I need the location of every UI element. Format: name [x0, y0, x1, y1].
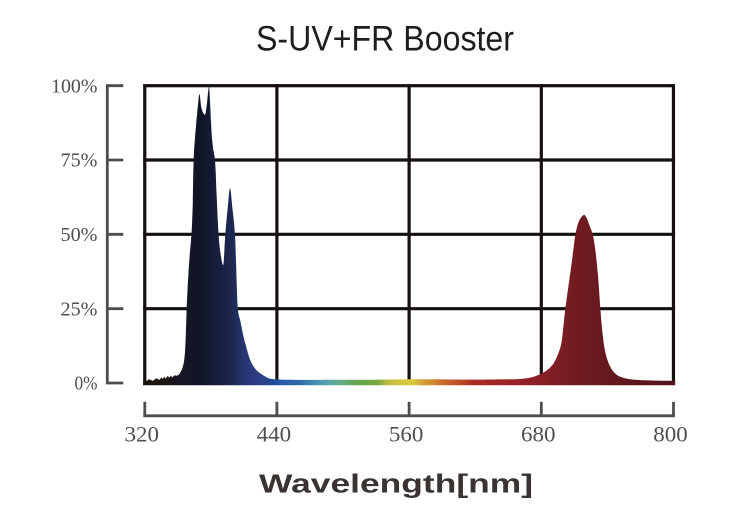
svg-text:0%: 0%	[75, 373, 98, 395]
svg-text:Wavelength[nm]: Wavelength[nm]	[259, 471, 533, 499]
svg-text:560: 560	[389, 422, 424, 447]
svg-text:50%: 50%	[61, 224, 98, 246]
svg-text:25%: 25%	[61, 298, 98, 320]
svg-text:S-UV+FR Booster: S-UV+FR Booster	[256, 18, 514, 58]
svg-text:75%: 75%	[61, 150, 98, 172]
svg-text:680: 680	[521, 422, 556, 447]
svg-text:800: 800	[653, 422, 688, 447]
svg-text:440: 440	[257, 422, 292, 447]
svg-text:100%: 100%	[51, 75, 98, 97]
svg-text:320: 320	[125, 422, 160, 447]
